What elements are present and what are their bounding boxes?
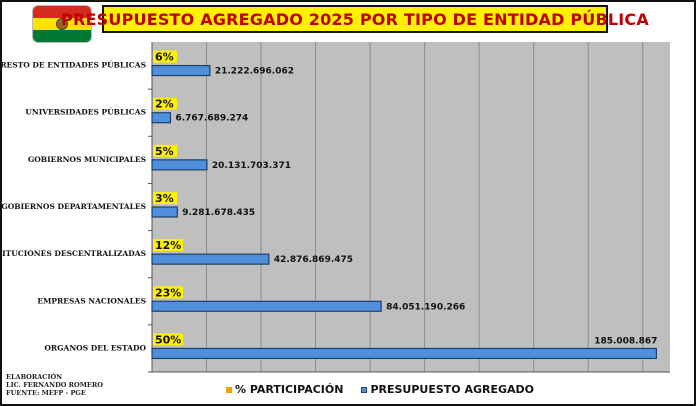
bolivia-flag-icon: [33, 6, 91, 42]
participation-label: 2%: [155, 98, 174, 111]
budget-value-label: 84.051.190.266: [386, 302, 465, 312]
participation-label: 23%: [155, 286, 181, 299]
legend-item-presupuesto: PRESUPUESTO AGREGADO: [361, 383, 534, 396]
participation-label: 6%: [155, 51, 174, 64]
credits-block: ELABORACIÓN LIC. FERNANDO ROMERO FUENTE:…: [6, 373, 103, 397]
budget-value-label: 21.222.696.062: [215, 67, 294, 77]
flag-red-stripe: [33, 6, 91, 18]
category-label: GOBIERNOS DEPARTAMENTALES: [1, 202, 146, 211]
participation-label: 50%: [155, 333, 181, 346]
category-label: RESTO DE ENTIDADES PÚBLICAS: [0, 61, 146, 70]
legend-swatch-presupuesto: [361, 386, 368, 393]
coat-of-arms-icon: [56, 18, 68, 30]
budget-value-label: 185.008.867: [594, 336, 657, 346]
participation-bar: [153, 192, 177, 204]
participation-bar: [153, 333, 183, 346]
participation-bar: [153, 239, 183, 252]
budget-bar: [151, 206, 178, 218]
budget-bar: [151, 64, 211, 77]
legend-label-presupuesto: PRESUPUESTO AGREGADO: [370, 383, 535, 396]
legend-label-participacion: % PARTICIPACIÓN: [235, 383, 344, 396]
legend-swatch-participacion: [226, 386, 232, 393]
category-label: EMPRESAS NACIONALES: [37, 296, 146, 305]
budget-bar: [151, 112, 172, 124]
plot-background: [152, 42, 670, 372]
budget-bar: [151, 253, 270, 265]
budget-bar: [151, 300, 382, 312]
budget-value-label: 20.131.703.371: [212, 161, 291, 171]
participation-label: 3%: [155, 192, 174, 205]
legend-item-participacion: % PARTICIPACIÓN: [226, 383, 343, 396]
budget-value-label: 9.281.678.435: [182, 208, 255, 218]
category-label: UNIVERSIDADES PÚBLICAS: [25, 108, 146, 117]
category-label: ORGANOS DEL ESTADO: [44, 343, 146, 352]
chart-title: PRESUPUESTO AGREGADO 2025 POR TIPO DE EN…: [61, 9, 649, 29]
credits-line-author: LIC. FERNANDO ROMERO: [6, 381, 103, 389]
credits-line-elaboracion: ELABORACIÓN: [6, 373, 63, 381]
participation-label: 5%: [155, 145, 174, 158]
budget-value-label: 6.767.689.274: [175, 114, 248, 124]
budget-bar: [151, 347, 657, 360]
participation-bar: [153, 144, 177, 157]
chart-title-box: PRESUPUESTO AGREGADO 2025 POR TIPO DE EN…: [61, 5, 649, 33]
participation-label: 12%: [155, 239, 181, 252]
category-label: GOBIERNOS MUNICIPALES: [28, 155, 146, 164]
participation-bar: [153, 286, 183, 299]
budget-value-label: 42.876.869.475: [274, 255, 353, 265]
budget-bar: [151, 159, 208, 171]
credits-line-source: FUENTE: MEFP - PGE: [6, 389, 86, 397]
participation-bar: [153, 97, 177, 110]
flag-green-stripe: [33, 30, 91, 42]
participation-bar: [153, 50, 177, 63]
chart-legend: % PARTICIPACIÓN PRESUPUESTO AGREGADO: [226, 383, 534, 396]
category-label: INSTITUCIONES DESCENTRALIZADAS: [0, 249, 146, 258]
